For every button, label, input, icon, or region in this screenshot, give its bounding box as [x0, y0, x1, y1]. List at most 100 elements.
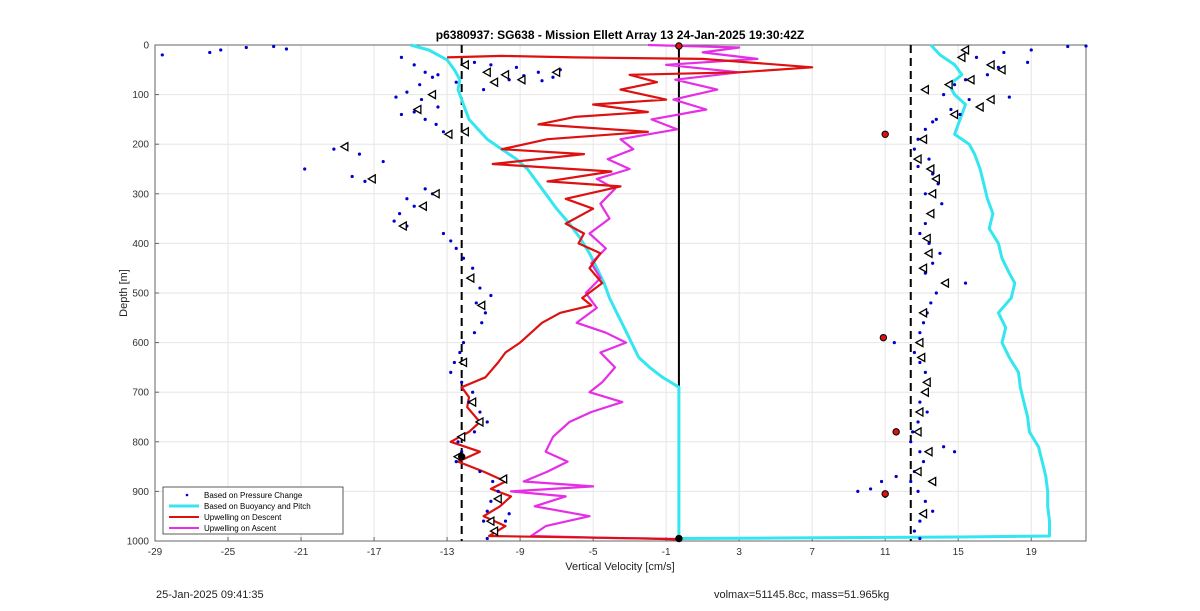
chart-title: p6380937: SG638 - Mission Ellett Array 1…: [436, 28, 804, 42]
triangle-marker: [996, 64, 1006, 75]
pressure-change-point: [491, 479, 495, 484]
triangle-marker: [912, 466, 922, 477]
pressure-change-point: [916, 420, 920, 424]
triangle-marker: [914, 337, 924, 348]
pressure-change-point: [929, 301, 933, 305]
pressure-change-point: [392, 219, 396, 223]
triangle-marker: [949, 109, 959, 120]
pressure-change-point: [472, 60, 477, 64]
pressure-change-point: [963, 78, 968, 82]
pressure-change-point: [489, 499, 493, 503]
pressure-change-point: [460, 380, 464, 384]
pressure-change-point: [244, 45, 248, 50]
triangle-marker: [960, 44, 970, 56]
pressure-change-point: [940, 202, 944, 206]
pressure-change-point: [923, 127, 927, 131]
pressure-change-point: [441, 130, 446, 134]
y-tick-label: 400: [132, 239, 149, 250]
pressure-change-point: [489, 293, 493, 298]
triangle-marker: [927, 188, 937, 199]
pressure-change-point: [471, 266, 475, 270]
triangle-marker: [476, 300, 486, 311]
pressure-change-point: [967, 97, 971, 102]
pressure-change-point: [894, 474, 898, 479]
pressure-change-point: [892, 341, 896, 345]
buoyancy-pitch-descent-line: [410, 43, 681, 536]
triangle-marker: [460, 59, 469, 70]
pressure-change-point: [332, 147, 336, 151]
pressure-change-point: [303, 167, 307, 171]
pressure-change-point: [918, 400, 922, 404]
pressure-change-point: [472, 331, 477, 335]
pressure-change-point: [942, 445, 946, 449]
triangle-marker: [492, 493, 502, 504]
legend-swatch-pressure: [185, 493, 189, 497]
pressure-change-point: [423, 70, 427, 74]
legend-label-descent: Upwelling on Descent: [204, 513, 282, 522]
triangle-marker: [923, 446, 933, 457]
triangle-marker: [366, 173, 376, 185]
grid: [154, 44, 1086, 542]
y-tick-label: 100: [132, 90, 149, 101]
series-layer: [410, 43, 1051, 541]
triangle-marker: [918, 134, 928, 145]
y-tick-label: 1000: [127, 537, 150, 548]
pressure-change-point: [931, 261, 935, 265]
pressure-change-point: [430, 75, 435, 79]
pressure-change-point: [921, 460, 926, 464]
pressure-change-point: [1002, 50, 1006, 55]
x-tick-label: 3: [736, 547, 742, 558]
x-axis-label: Vertical Velocity [cm/s]: [565, 561, 674, 573]
triangle-marker: [920, 84, 930, 95]
legend: Based on Pressure Change Based on Buoyan…: [162, 486, 344, 535]
pressure-change-point: [910, 430, 915, 434]
pressure-change-point: [918, 536, 922, 541]
triangle-marker: [916, 352, 926, 363]
triangle-marker: [465, 272, 475, 284]
pressure-change-point: [474, 301, 478, 305]
pressure-change-point: [272, 44, 276, 49]
x-tick-label: -13: [440, 547, 455, 558]
pressure-change-point: [909, 440, 913, 444]
triangle-marker: [912, 153, 922, 165]
triangle-marker: [467, 396, 477, 408]
pressure-change-point: [461, 256, 466, 260]
pressure-change-point: [423, 117, 427, 121]
pressure-change-point: [434, 122, 438, 126]
triangle-marker: [925, 208, 935, 219]
triangle-marker: [458, 357, 468, 368]
red-marker: [892, 428, 900, 436]
pressure-change-point: [405, 197, 409, 201]
pressure-change-point: [481, 519, 486, 523]
pressure-change-point: [399, 55, 404, 60]
legend-label-buoyancy: Based on Buoyancy and Pitch: [204, 502, 311, 511]
x-tick-label: 7: [809, 547, 815, 558]
pressure-change-point: [219, 48, 223, 52]
x-tick-label: -21: [294, 547, 309, 558]
x-tick-label: -9: [516, 547, 525, 558]
pressure-change-point: [503, 519, 508, 523]
triangle-marker: [923, 248, 933, 259]
y-tick-label: 900: [132, 487, 149, 498]
triangle-marker: [930, 173, 940, 185]
triangle-marker: [485, 516, 495, 527]
pressure-change-point: [918, 331, 922, 335]
pressure-change-point: [974, 55, 979, 60]
pressure-change-point: [1025, 60, 1030, 64]
triangle-marker: [418, 201, 427, 212]
pressure-change-point: [942, 93, 946, 97]
triangle-marker: [498, 473, 508, 485]
pressure-change-point: [419, 97, 424, 102]
triangle-marker: [956, 52, 966, 63]
pressure-change-point: [949, 107, 953, 112]
pressure-change-point: [412, 110, 416, 114]
pressure-change-point: [160, 53, 164, 57]
y-axis-label: Depth [m]: [118, 269, 130, 317]
x-tick-label: 19: [1026, 547, 1038, 558]
buoyancy-pitch-ascent-line: [678, 43, 1051, 540]
pressure-change-point: [449, 370, 453, 374]
pressure-change-point: [963, 281, 968, 285]
pressure-change-point: [923, 499, 927, 503]
triangle-marker: [985, 94, 995, 105]
